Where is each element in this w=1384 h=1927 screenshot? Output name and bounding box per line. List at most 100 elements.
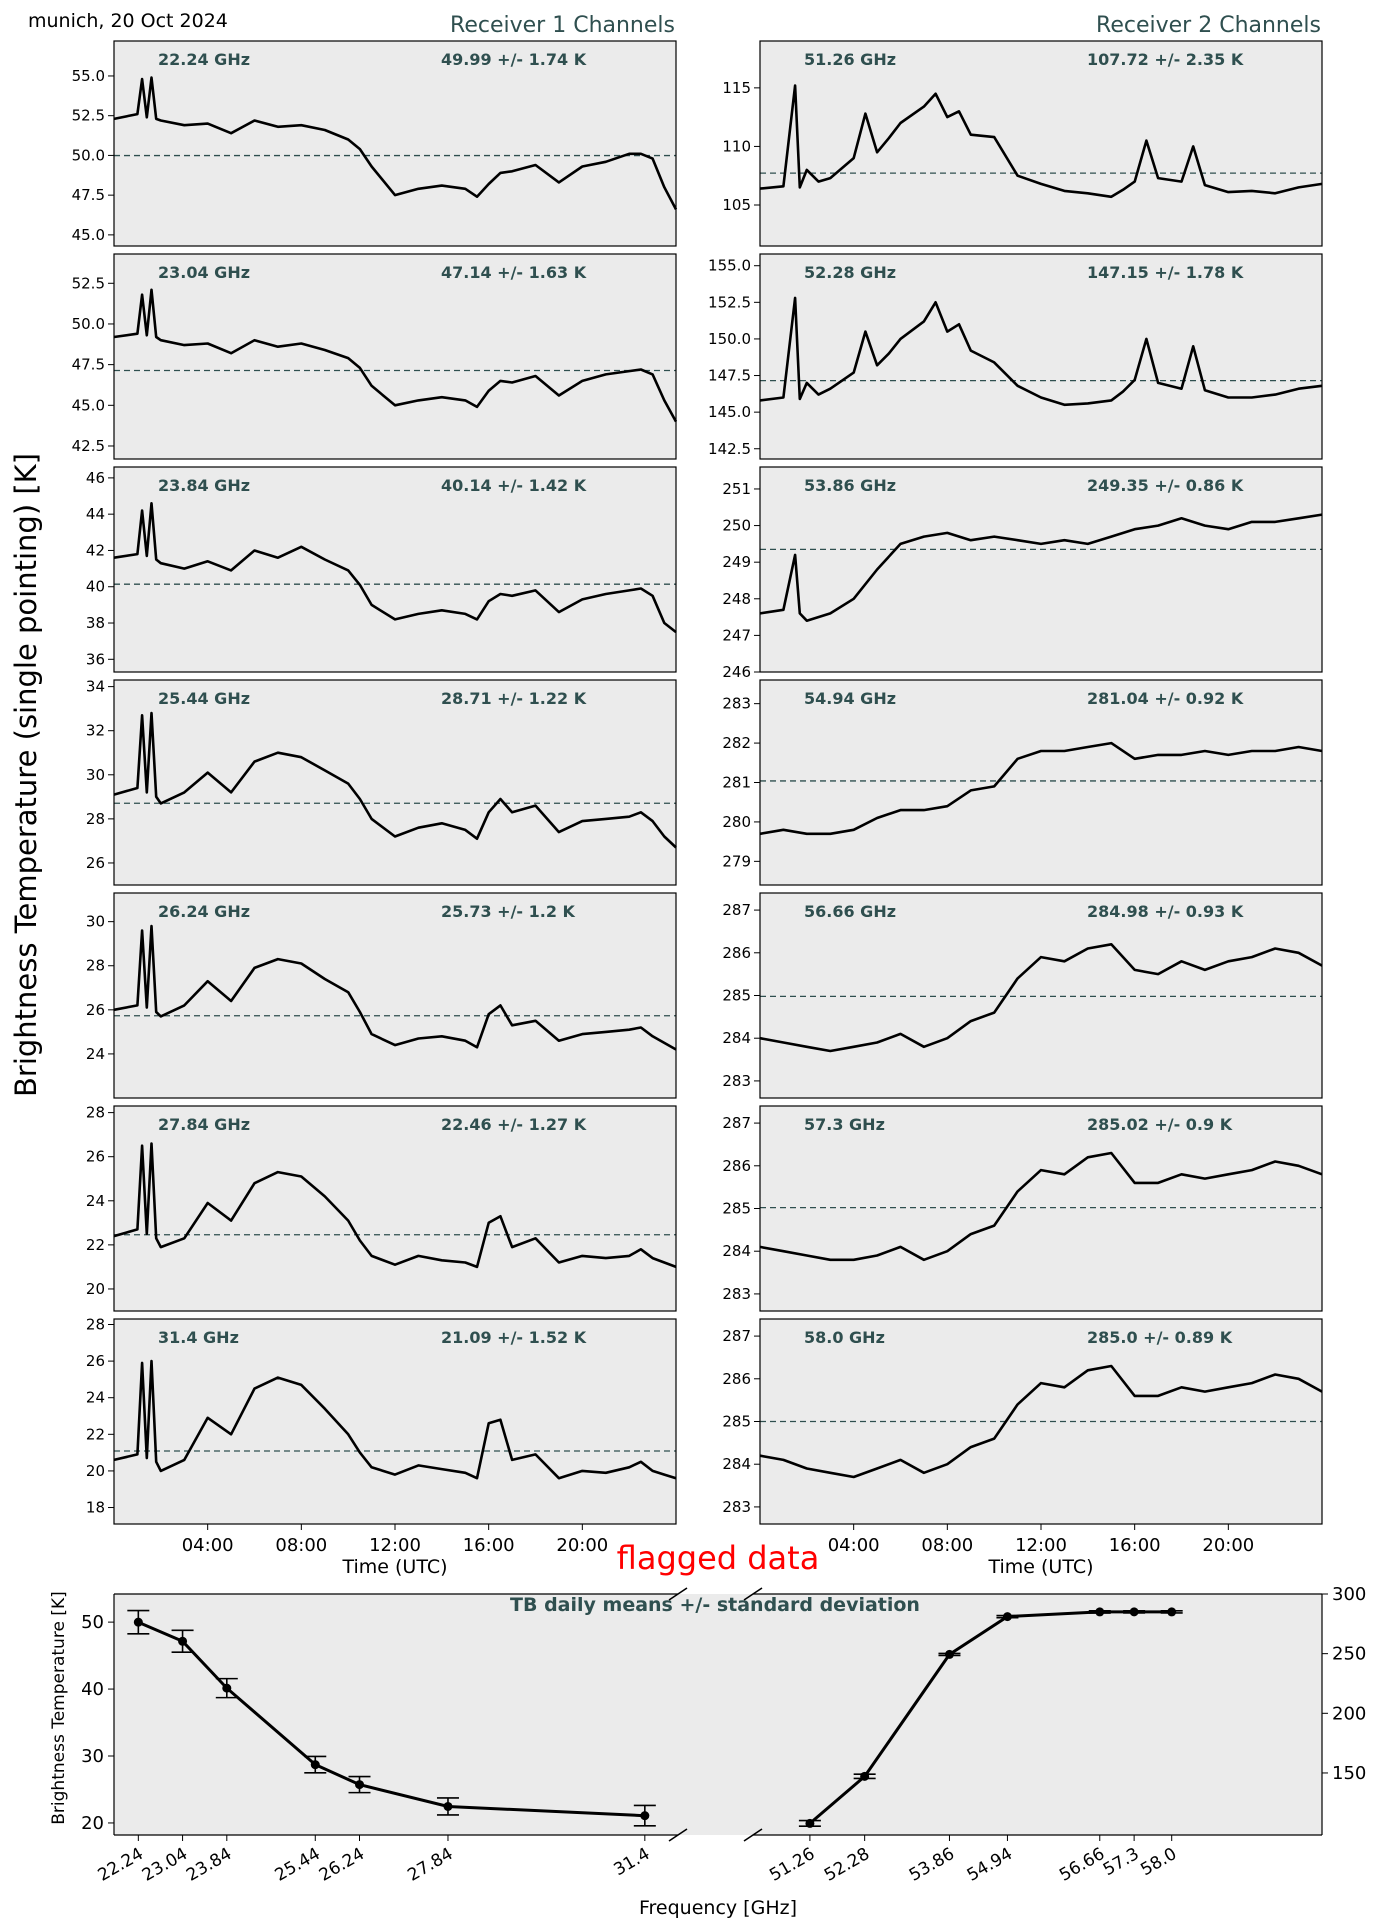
panel-background [760, 467, 1322, 672]
r2-panel-7: 283 284 285 286 287 58.0 GHz 285.0 +/- 0.89 K 0… [722, 1318, 1323, 1556]
y-tick-label: 281 [722, 774, 751, 792]
y-tick-label: 110 [722, 137, 751, 155]
summary-title: TB daily means +/- standard deviation [510, 1594, 920, 1616]
panel-background [760, 893, 1322, 1098]
y-tick-label: 20 [81, 1813, 104, 1834]
x-tick-label: 51.26 [766, 1844, 818, 1886]
flagged-data-label: flagged data [617, 1539, 820, 1577]
x-tick-label: 16:00 [1109, 1535, 1161, 1556]
y-tick-label: 40 [86, 578, 105, 596]
y-tick-label: 246 [722, 663, 751, 681]
tb-trace [113, 1142, 677, 1269]
panel-background [114, 1106, 676, 1311]
y-tick-label: 251 [722, 480, 751, 498]
panel-frame [113, 253, 677, 460]
mean-point [1002, 1612, 1012, 1622]
y-tick-label: 28 [86, 957, 105, 975]
y-tick-label: 287 [722, 1327, 751, 1345]
channel-frequency-label: 31.4 GHz [158, 1328, 239, 1347]
receiver2-panels: 105 110 115 51.26 GHz 107.72 +/- 2.35 K 142.5… [708, 40, 1323, 1556]
channel-frequency-label: 25.44 GHz [158, 689, 250, 708]
panel-frame [759, 892, 1323, 1099]
panel-frame [759, 679, 1323, 886]
mean-point [944, 1649, 954, 1659]
y-tick-label: 249 [722, 553, 751, 571]
y-tick-label: 283 [722, 1285, 751, 1303]
y-tick-label: 26 [86, 1352, 105, 1370]
channel-frequency-label: 54.94 GHz [804, 689, 896, 708]
y-tick-label: 50.0 [72, 315, 105, 333]
tb-trace [759, 741, 1323, 836]
x-tick-label: 12:00 [369, 1535, 421, 1556]
tb-trace [113, 1359, 677, 1480]
channel-stat-label: 49.99 +/- 1.74 K [441, 50, 587, 69]
tb-trace [759, 296, 1323, 407]
y-tick-label: 20 [86, 1280, 105, 1298]
panel-frame [113, 40, 677, 247]
panel-background [760, 41, 1322, 246]
r1-panel-1: 45.0 47.5 50.0 52.5 55.0 22.24 GHz 49.99 +/- 1… [72, 40, 678, 247]
y-tick-label: 40 [81, 1679, 104, 1700]
channel-stat-label: 285.0 +/- 0.89 K [1087, 1328, 1233, 1347]
y-tick-label: 284 [722, 1029, 751, 1047]
y-tick-label: 115 [722, 79, 751, 97]
tb-trace [759, 1364, 1323, 1479]
channel-frequency-label: 53.86 GHz [804, 476, 896, 495]
tb-trace [759, 84, 1323, 199]
y-tick-label: 30 [86, 913, 105, 931]
x-tick-label: 27.84 [404, 1844, 456, 1886]
tb-trace [113, 76, 678, 211]
y-tick-label: 145.0 [708, 403, 751, 421]
y-tick-label: 285 [722, 1200, 751, 1218]
channel-stat-label: 22.46 +/- 1.27 K [441, 1115, 587, 1134]
y-tick-label: 26 [86, 854, 105, 872]
receiver2-title: Receiver 2 Channels [1096, 13, 1321, 38]
y-tick-label: 284 [722, 1242, 751, 1260]
mean-point [133, 1617, 143, 1627]
x-tick-label: 20:00 [556, 1535, 608, 1556]
panel-background [114, 41, 676, 246]
mean-point [355, 1780, 365, 1790]
y-tick-label: 279 [722, 852, 751, 870]
channel-stat-label: 249.35 +/- 0.86 K [1087, 476, 1244, 495]
panel-frame [113, 892, 677, 1099]
y-tick-label: 55.0 [72, 67, 105, 85]
y-tick-label: 105 [722, 196, 751, 214]
x-tick-label: 04:00 [828, 1535, 880, 1556]
x-tick-label: 20:00 [1202, 1535, 1254, 1556]
y-tick-label: 300 [1332, 1584, 1366, 1605]
y-tick-label: 142.5 [708, 440, 751, 458]
y-tick-label: 155.0 [708, 257, 751, 275]
y-tick-label: 283 [722, 695, 751, 713]
y-tick-label: 42 [86, 541, 105, 559]
y-tick-label: 150.0 [708, 330, 751, 348]
y-tick-label: 248 [722, 590, 751, 608]
summary-x-axis-label: Frequency [GHz] [639, 1897, 797, 1919]
channel-stat-label: 281.04 +/- 0.92 K [1087, 689, 1244, 708]
y-tick-label: 52.5 [72, 107, 105, 125]
r2-panel-3: 246 247 248 249 250 251 53.86 GHz 249.35 +/- 0.… [722, 466, 1323, 681]
panel-background [114, 680, 676, 885]
panel-background [760, 254, 1322, 459]
mean-point [1129, 1607, 1139, 1617]
channel-stat-label: 21.09 +/- 1.52 K [441, 1328, 587, 1347]
channel-frequency-label: 27.84 GHz [158, 1115, 250, 1134]
channel-frequency-label: 57.3 GHz [804, 1115, 885, 1134]
panel-background [114, 1319, 676, 1524]
axis-break-mark [668, 1828, 688, 1842]
y-tick-label: 47.5 [72, 356, 105, 374]
x-tick-label: 08:00 [275, 1535, 327, 1556]
x-tick-label: 53.86 [906, 1844, 958, 1886]
y-tick-label: 45.0 [72, 226, 105, 244]
mean-point [178, 1636, 188, 1646]
mean-point [860, 1771, 870, 1781]
channel-stat-label: 285.02 +/- 0.9 K [1087, 1115, 1233, 1134]
y-tick-label: 283 [722, 1498, 751, 1516]
tb-trace [113, 501, 677, 634]
channel-frequency-label: 23.04 GHz [158, 263, 250, 282]
y-tick-label: 28 [86, 810, 105, 828]
tb-trace [759, 942, 1323, 1053]
axis-break-mark [743, 1828, 763, 1842]
x-tick-label: 25.44 [272, 1844, 324, 1886]
